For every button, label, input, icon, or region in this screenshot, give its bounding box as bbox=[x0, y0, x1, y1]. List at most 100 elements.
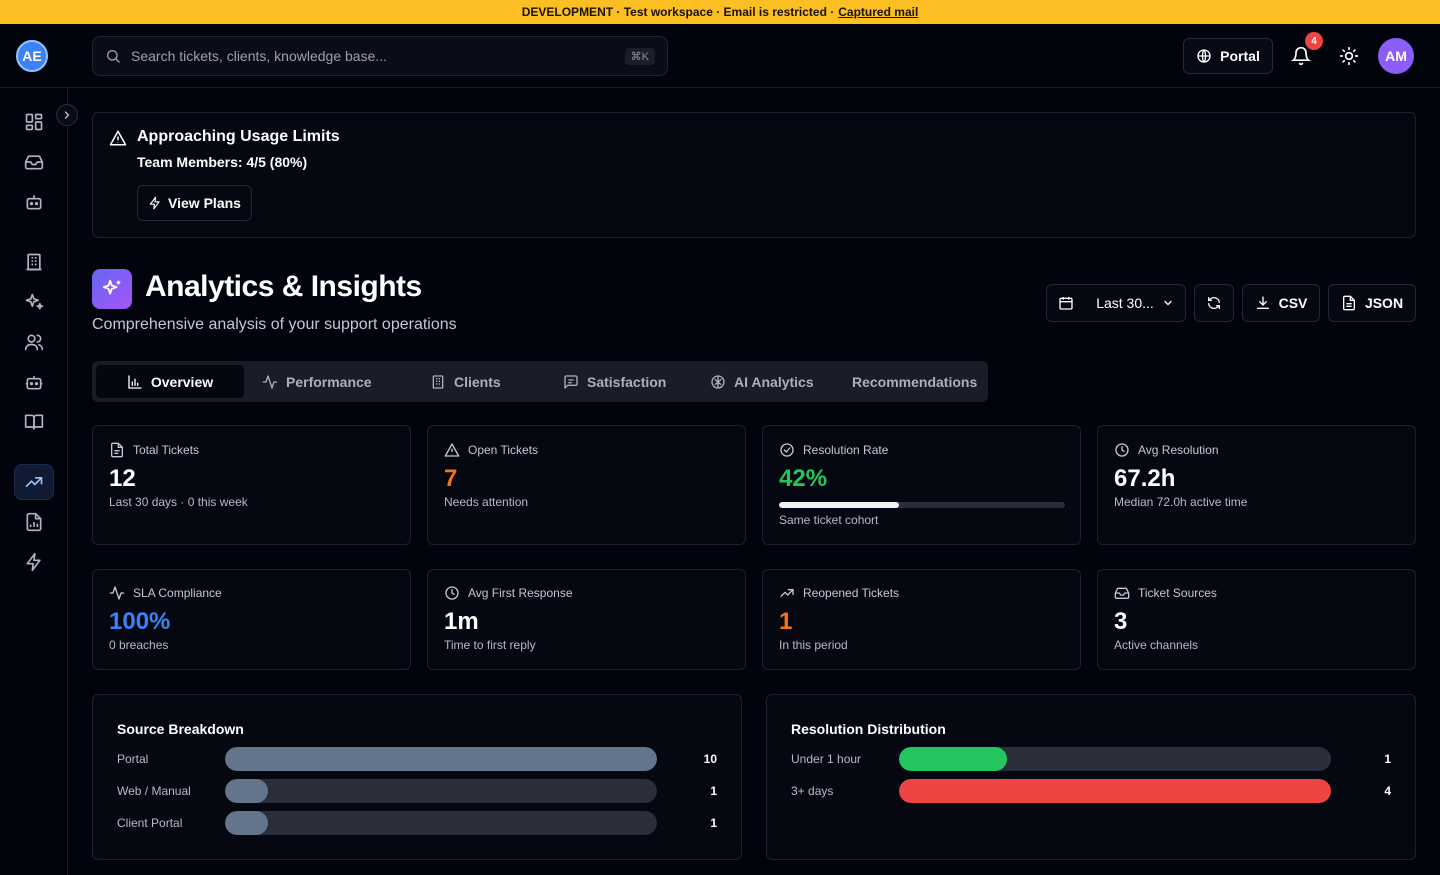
sidebar-item-ai[interactable] bbox=[14, 284, 54, 320]
resolution-distribution-panel: Resolution Distribution Under 1 hour 1 3… bbox=[766, 694, 1416, 860]
metric-card-resolution-rate: Resolution Rate 42% Same ticket cohort bbox=[762, 425, 1081, 545]
source-value: 1 bbox=[710, 816, 717, 830]
dev-banner: DEVELOPMENT · Test workspace · Email is … bbox=[0, 0, 1440, 24]
brain-icon bbox=[710, 374, 726, 390]
tab-clients[interactable]: Clients bbox=[430, 365, 501, 398]
clock-icon bbox=[444, 585, 460, 601]
portal-button[interactable]: Portal bbox=[1183, 38, 1273, 74]
globe-icon bbox=[1196, 48, 1212, 64]
sidebar-item-reports[interactable] bbox=[14, 504, 54, 540]
metric-label: SLA Compliance bbox=[133, 586, 222, 600]
captured-mail-link[interactable]: Captured mail bbox=[838, 5, 919, 19]
source-breakdown-title: Source Breakdown bbox=[117, 721, 244, 737]
sidebar-item-bot[interactable] bbox=[14, 184, 54, 220]
search-shortcut: ⌘K bbox=[624, 47, 655, 65]
resolution-label: 3+ days bbox=[791, 784, 834, 798]
file-text-icon bbox=[109, 442, 125, 458]
sidebar-item-dashboard[interactable] bbox=[14, 104, 54, 140]
bot-icon bbox=[24, 192, 44, 212]
source-row: Web / Manual 1 bbox=[117, 779, 717, 803]
building-icon bbox=[430, 374, 446, 390]
sidebar-item-automation[interactable] bbox=[14, 364, 54, 400]
view-plans-button[interactable]: View Plans bbox=[137, 185, 252, 221]
refresh-button[interactable] bbox=[1194, 284, 1234, 322]
tab-performance[interactable]: Performance bbox=[262, 365, 372, 398]
analytics-header-icon bbox=[92, 269, 132, 309]
usage-alert-detail: Team Members: 4/5 (80%) bbox=[137, 154, 308, 170]
metric-value: 1 bbox=[779, 608, 793, 635]
sun-icon bbox=[1339, 46, 1359, 66]
source-bar-fill bbox=[225, 779, 269, 803]
analytics-tabs: Overview Performance Clients Satisfactio… bbox=[92, 361, 988, 402]
sidebar-item-integrations[interactable] bbox=[14, 544, 54, 580]
metric-card-avg-first-response: Avg First Response 1m Time to first repl… bbox=[427, 569, 746, 670]
metric-note: Median 72.0h active time bbox=[1114, 495, 1248, 509]
alert-triangle-icon bbox=[444, 442, 460, 458]
tab-ai-analytics[interactable]: AI Analytics bbox=[710, 365, 814, 398]
metric-card-sla-compliance: SLA Compliance 100% 0 breaches bbox=[92, 569, 411, 670]
metric-note: Needs attention bbox=[444, 495, 529, 509]
tab-recommendations[interactable]: Recommendations bbox=[852, 365, 977, 398]
tab-label: Recommendations bbox=[852, 373, 978, 390]
building-icon bbox=[24, 252, 44, 272]
bell-icon bbox=[1291, 46, 1311, 66]
download-icon bbox=[1255, 295, 1271, 311]
metric-note: Same ticket cohort bbox=[779, 513, 879, 527]
sidebar-item-knowledge-base[interactable] bbox=[14, 404, 54, 440]
resolution-bar-fill bbox=[899, 747, 1007, 771]
page-subtitle: Comprehensive analysis of your support o… bbox=[92, 316, 457, 333]
sidebar-item-inbox[interactable] bbox=[14, 144, 54, 180]
metric-label: Avg Resolution bbox=[1138, 443, 1219, 457]
tab-label: Satisfaction bbox=[587, 373, 667, 390]
metric-label: Resolution Rate bbox=[803, 443, 889, 457]
search-box[interactable]: ⌘K bbox=[92, 36, 668, 76]
metric-value: 12 bbox=[109, 465, 136, 492]
user-avatar[interactable]: AM bbox=[1378, 38, 1414, 74]
resolution-bar-fill bbox=[899, 779, 1331, 803]
dev-banner-text: DEVELOPMENT · Test workspace · Email is … bbox=[521, 5, 835, 19]
activity-icon bbox=[109, 585, 125, 601]
app-logo[interactable]: AE bbox=[16, 40, 48, 72]
source-row: Client Portal 1 bbox=[117, 811, 717, 835]
source-row: Portal 10 bbox=[117, 747, 717, 771]
metric-value: 42% bbox=[779, 465, 828, 492]
resolution-label: Under 1 hour bbox=[791, 752, 862, 766]
metric-card-total-tickets: Total Tickets 12 Last 30 days · 0 this w… bbox=[92, 425, 411, 545]
metric-value: 100% bbox=[109, 608, 171, 635]
search-input[interactable] bbox=[131, 48, 625, 64]
calendar-icon bbox=[1058, 295, 1074, 311]
resolution-progress-fill bbox=[779, 502, 900, 508]
resolution-bar-track bbox=[899, 747, 1331, 771]
export-json-button[interactable]: JSON bbox=[1328, 284, 1416, 322]
tab-overview[interactable]: Overview bbox=[96, 365, 244, 398]
book-icon bbox=[24, 412, 44, 432]
tab-label: Performance bbox=[286, 373, 372, 390]
tab-satisfaction[interactable]: Satisfaction bbox=[563, 365, 666, 398]
date-range-select[interactable]: Last 30... bbox=[1046, 284, 1186, 322]
source-bar-track bbox=[225, 747, 657, 771]
json-label: JSON bbox=[1364, 295, 1404, 311]
notifications-button[interactable] bbox=[1287, 42, 1315, 70]
metric-label: Open Tickets bbox=[468, 443, 539, 457]
sidebar-item-analytics[interactable] bbox=[14, 464, 54, 500]
sidebar-collapse-button[interactable] bbox=[56, 104, 78, 126]
date-range-value: Last 30... bbox=[1096, 295, 1154, 311]
report-icon bbox=[24, 512, 44, 532]
sidebar-item-users[interactable] bbox=[14, 324, 54, 360]
export-csv-button[interactable]: CSV bbox=[1242, 284, 1320, 322]
check-circle-icon bbox=[779, 442, 795, 458]
sidebar-item-companies[interactable] bbox=[14, 244, 54, 280]
metric-label: Reopened Tickets bbox=[803, 586, 900, 600]
theme-toggle[interactable] bbox=[1335, 42, 1363, 70]
source-bar-fill bbox=[225, 747, 657, 771]
refresh-icon bbox=[1206, 295, 1222, 311]
resolution-bar-track bbox=[899, 779, 1331, 803]
metric-note: 0 breaches bbox=[109, 638, 169, 652]
page-title: Analytics & Insights bbox=[145, 270, 422, 303]
tab-label: Overview bbox=[150, 373, 214, 390]
tab-label: AI Analytics bbox=[734, 373, 814, 390]
source-label: Web / Manual bbox=[117, 784, 191, 798]
tab-label: Clients bbox=[454, 373, 501, 390]
trending-up-icon bbox=[24, 472, 44, 492]
metric-note: In this period bbox=[779, 638, 848, 652]
